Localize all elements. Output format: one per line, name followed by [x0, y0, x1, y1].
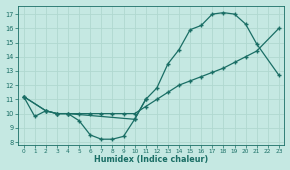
X-axis label: Humidex (Indice chaleur): Humidex (Indice chaleur) — [94, 155, 209, 164]
